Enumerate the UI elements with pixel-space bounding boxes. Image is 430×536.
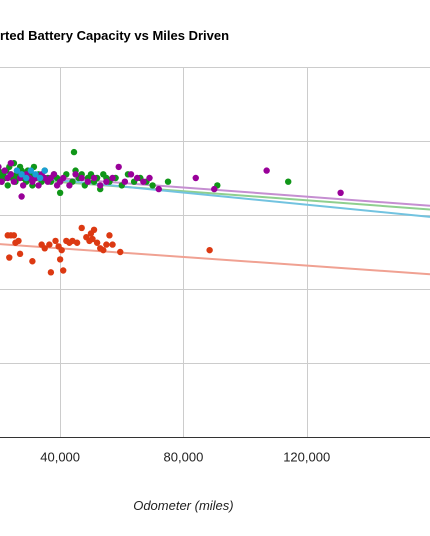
data-point-s1-3 (1, 167, 8, 174)
data-point-s0-56 (285, 178, 292, 185)
data-point-s1-23 (66, 182, 73, 189)
data-point-s2-5 (36, 174, 44, 182)
data-point-s1-36 (146, 174, 153, 182)
data-point-s1-33 (127, 171, 135, 178)
data-point-s2-1 (18, 171, 25, 178)
data-point-s1-24 (72, 171, 79, 178)
x-tick-label: 40,000 (40, 450, 80, 465)
data-point-s3-36 (78, 224, 85, 232)
data-point-s3-17 (60, 267, 67, 274)
trendline-3 (0, 243, 430, 276)
data-point-s1-14 (35, 182, 42, 189)
data-point-s2-0 (13, 167, 21, 174)
data-point-s1-38 (192, 174, 199, 182)
data-point-s3-8 (16, 250, 24, 258)
data-point-s2-3 (27, 167, 35, 174)
data-point-s1-22 (60, 174, 67, 182)
data-point-s2-6 (41, 167, 48, 174)
data-point-s3-9 (6, 254, 13, 261)
data-point-s3-13 (47, 269, 55, 276)
data-point-s1-32 (121, 178, 129, 185)
data-point-s3-12 (46, 241, 53, 248)
data-point-s2-2 (23, 174, 30, 182)
data-point-s1-34 (133, 174, 141, 182)
data-point-s1-37 (155, 185, 162, 193)
data-point-s1-30 (109, 174, 116, 182)
data-point-s2-4 (32, 171, 39, 178)
data-point-s0-6 (4, 182, 11, 189)
x-tick-labels: 40,000 80,000 120,000 (40, 450, 330, 465)
data-point-s0-53 (149, 182, 156, 189)
data-point-s1-31 (115, 163, 122, 171)
data-point-s1-35 (140, 178, 147, 185)
data-point-s1-29 (103, 178, 110, 185)
data-point-s1-2 (0, 178, 5, 185)
data-point-s1-42 (18, 193, 25, 200)
data-point-s3-7 (12, 239, 19, 246)
trendline-0 (0, 176, 430, 211)
x-axis-title: Odometer (miles) (133, 498, 233, 513)
data-point-s3-29 (100, 246, 107, 254)
data-point-s3-11 (41, 245, 48, 252)
data-point-s1-27 (90, 174, 98, 182)
data-point-s3-27 (93, 239, 101, 246)
data-point-s1-1 (0, 164, 2, 170)
data-point-s3-37 (87, 230, 95, 237)
data-point-s1-43 (7, 160, 15, 167)
data-point-s1-6 (10, 178, 18, 185)
data-point-s3-35 (29, 258, 36, 265)
data-point-s0-32 (56, 189, 64, 196)
data-point-s3-5 (10, 232, 18, 239)
data-point-s3-16 (58, 246, 65, 254)
data-point-s3-14 (52, 237, 59, 245)
data-point-s1-9 (19, 182, 27, 189)
data-point-s1-28 (97, 182, 104, 189)
data-point-s0-57 (70, 148, 78, 156)
data-point-s3-33 (117, 248, 124, 256)
data-point-s1-5 (7, 171, 15, 178)
x-tick-label: 120,000 (283, 450, 330, 465)
data-point-s1-26 (84, 178, 92, 185)
data-point-s1-39 (211, 185, 218, 193)
data-point-s1-41 (337, 189, 344, 196)
data-point-s3-18 (56, 256, 64, 263)
grid-layer (0, 67, 430, 438)
data-point-s1-40 (263, 167, 270, 174)
data-point-s1-25 (78, 174, 85, 182)
data-point-s3-30 (103, 241, 110, 248)
data-point-s3-31 (106, 232, 113, 239)
data-point-s3-25 (89, 235, 96, 243)
chart-title: rted Battery Capacity vs Miles Driven (0, 28, 230, 43)
data-point-s3-34 (206, 246, 213, 254)
points-layer (0, 148, 344, 276)
data-point-s0-54 (164, 178, 172, 185)
data-point-s3-22 (73, 239, 81, 246)
data-point-s1-19 (50, 171, 58, 178)
data-point-s3-32 (109, 241, 116, 248)
x-tick-label: 80,000 (164, 450, 204, 465)
